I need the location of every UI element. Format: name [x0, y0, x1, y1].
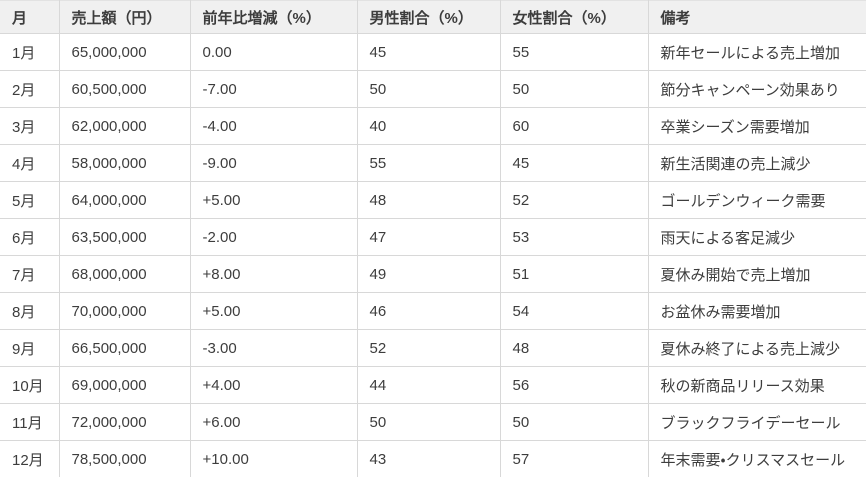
cell-month: 6月 — [0, 218, 60, 256]
cell-sales_yen: 62,000,000 — [58, 107, 191, 145]
header-row: 月売上額（円） 前年比増減（%） 男性割合（%） 女性割合（%） 備考 — [0, 0, 866, 34]
table-header: 月売上額（円） 前年比増減（%） 男性割合（%） 女性割合（%） 備考 — [0, 0, 866, 34]
cell-note: 夏休み終了による売上減少 — [647, 329, 866, 367]
cell-yoy_change_pct: +8.00 — [189, 255, 358, 293]
table-row: 5月 64,000,000 +5.00 48 52 ゴールデンウィーク需要 — [0, 181, 866, 219]
cell-yoy_change_pct: +4.00 — [189, 366, 358, 404]
table-row: 3月 62,000,000 -4.00 40 60 卒業シーズン需要増加 — [0, 107, 866, 145]
column-header-male_ratio_pct: 男性割合（%） — [356, 0, 501, 34]
cell-female_ratio_pct: 48 — [499, 329, 649, 367]
cell-month: 2月 — [0, 70, 60, 108]
cell-female_ratio_pct: 52 — [499, 181, 649, 219]
cell-sales_yen: 68,000,000 — [58, 255, 191, 293]
cell-month: 12月 — [0, 440, 60, 477]
cell-note: お盆休み需要増加 — [647, 292, 866, 330]
cell-male_ratio_pct: 55 — [356, 144, 501, 182]
cell-female_ratio_pct: 50 — [499, 70, 649, 108]
cell-female_ratio_pct: 60 — [499, 107, 649, 145]
cell-month: 4月 — [0, 144, 60, 182]
column-header-note: 備考 — [647, 0, 866, 34]
column-header-sales_yen: 売上額（円） — [58, 0, 191, 34]
cell-female_ratio_pct: 53 — [499, 218, 649, 256]
cell-yoy_change_pct: +10.00 — [189, 440, 358, 477]
cell-month: 10月 — [0, 366, 60, 404]
cell-male_ratio_pct: 48 — [356, 181, 501, 219]
cell-male_ratio_pct: 47 — [356, 218, 501, 256]
cell-month: 11月 — [0, 403, 60, 441]
cell-month: 1月 — [0, 33, 60, 71]
cell-sales_yen: 70,000,000 — [58, 292, 191, 330]
column-header-female_ratio_pct: 女性割合（%） — [499, 0, 649, 34]
cell-note: 秋の新商品リリース効果 — [647, 366, 866, 404]
cell-female_ratio_pct: 56 — [499, 366, 649, 404]
table-row: 6月 63,500,000 -2.00 47 53 雨天による客足減少 — [0, 218, 866, 256]
table-body: 1月 65,000,000 0.00 45 55 新年セールによる売上増加 2月 60,500… — [0, 33, 866, 477]
column-header-yoy_change_pct: 前年比増減（%） — [189, 0, 358, 34]
table-row: 9月 66,500,000 -3.00 52 48 夏休み終了による売上減少 — [0, 329, 866, 367]
cell-yoy_change_pct: -3.00 — [189, 329, 358, 367]
cell-sales_yen: 66,500,000 — [58, 329, 191, 367]
cell-sales_yen: 72,000,000 — [58, 403, 191, 441]
cell-note: 卒業シーズン需要増加 — [647, 107, 866, 145]
table-row: 1月 65,000,000 0.00 45 55 新年セールによる売上増加 — [0, 33, 866, 71]
table-row: 8月 70,000,000 +5.00 46 54 お盆休み需要増加 — [0, 292, 866, 330]
cell-note: 夏休み開始で売上増加 — [647, 255, 866, 293]
cell-yoy_change_pct: -9.00 — [189, 144, 358, 182]
table-row: 12月 78,500,000 +10.00 43 57 年末需要・クリスマスセール — [0, 440, 866, 477]
cell-note: 年末需要・クリスマスセール — [647, 440, 866, 477]
cell-female_ratio_pct: 45 — [499, 144, 649, 182]
cell-female_ratio_pct: 55 — [499, 33, 649, 71]
cell-female_ratio_pct: 57 — [499, 440, 649, 477]
cell-sales_yen: 60,500,000 — [58, 70, 191, 108]
table-row: 2月 60,500,000 -7.00 50 50 節分キャンペーン効果あり — [0, 70, 866, 108]
cell-note: ブラックフライデーセール — [647, 403, 866, 441]
cell-female_ratio_pct: 50 — [499, 403, 649, 441]
cell-male_ratio_pct: 45 — [356, 33, 501, 71]
cell-male_ratio_pct: 50 — [356, 70, 501, 108]
cell-male_ratio_pct: 44 — [356, 366, 501, 404]
cell-yoy_change_pct: -7.00 — [189, 70, 358, 108]
cell-male_ratio_pct: 46 — [356, 292, 501, 330]
cell-month: 9月 — [0, 329, 60, 367]
cell-yoy_change_pct: -4.00 — [189, 107, 358, 145]
column-header-month: 月 — [0, 0, 60, 34]
cell-note: 雨天による客足減少 — [647, 218, 866, 256]
cell-yoy_change_pct: -2.00 — [189, 218, 358, 256]
cell-yoy_change_pct: +5.00 — [189, 181, 358, 219]
cell-note: 節分キャンペーン効果あり — [647, 70, 866, 108]
cell-sales_yen: 58,000,000 — [58, 144, 191, 182]
cell-note: 新年セールによる売上増加 — [647, 33, 866, 71]
cell-sales_yen: 64,000,000 — [58, 181, 191, 219]
cell-month: 3月 — [0, 107, 60, 145]
cell-male_ratio_pct: 52 — [356, 329, 501, 367]
cell-female_ratio_pct: 54 — [499, 292, 649, 330]
cell-note: 新生活関連の売上減少 — [647, 144, 866, 182]
cell-sales_yen: 69,000,000 — [58, 366, 191, 404]
table-row: 10月 69,000,000 +4.00 44 56 秋の新商品リリース効果 — [0, 366, 866, 404]
cell-yoy_change_pct: +5.00 — [189, 292, 358, 330]
table-row: 7月 68,000,000 +8.00 49 51 夏休み開始で売上増加 — [0, 255, 866, 293]
cell-sales_yen: 65,000,000 — [58, 33, 191, 71]
cell-note: ゴールデンウィーク需要 — [647, 181, 866, 219]
cell-sales_yen: 78,500,000 — [58, 440, 191, 477]
cell-female_ratio_pct: 51 — [499, 255, 649, 293]
cell-month: 7月 — [0, 255, 60, 293]
cell-month: 5月 — [0, 181, 60, 219]
cell-sales_yen: 63,500,000 — [58, 218, 191, 256]
table-row: 4月 58,000,000 -9.00 55 45 新生活関連の売上減少 — [0, 144, 866, 182]
cell-yoy_change_pct: 0.00 — [189, 33, 358, 71]
cell-yoy_change_pct: +6.00 — [189, 403, 358, 441]
cell-month: 8月 — [0, 292, 60, 330]
cell-male_ratio_pct: 40 — [356, 107, 501, 145]
cell-male_ratio_pct: 43 — [356, 440, 501, 477]
cell-male_ratio_pct: 49 — [356, 255, 501, 293]
table-row: 11月 72,000,000 +6.00 50 50 ブラックフライデーセール — [0, 403, 866, 441]
cell-male_ratio_pct: 50 — [356, 403, 501, 441]
